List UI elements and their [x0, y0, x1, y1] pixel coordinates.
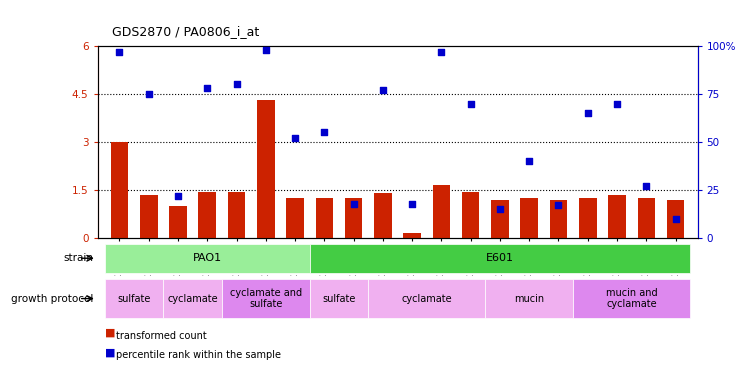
Point [524, 158, 536, 164]
Bar [140, 195, 158, 238]
Point [465, 101, 477, 107]
Text: mucin and
cyclamate: mucin and cyclamate [606, 288, 658, 310]
Bar [579, 198, 596, 238]
Bar [433, 185, 450, 238]
Bar [170, 206, 187, 238]
Bar [105, 243, 310, 273]
Text: growth protocol: growth protocol [11, 293, 94, 304]
Point [172, 193, 184, 199]
Text: ■: ■ [105, 328, 119, 338]
Bar [222, 279, 310, 318]
Bar [404, 233, 421, 238]
Text: cyclamate and
sulfate: cyclamate and sulfate [230, 288, 302, 310]
Bar [228, 192, 245, 238]
Bar [667, 200, 684, 238]
Point [494, 206, 506, 212]
Point [376, 87, 388, 93]
Bar [345, 198, 362, 238]
Bar [485, 279, 573, 318]
Text: sulfate: sulfate [118, 293, 151, 304]
Text: mucin: mucin [514, 293, 544, 304]
Point [670, 216, 682, 222]
Bar [199, 192, 216, 238]
Text: transformed count: transformed count [116, 331, 207, 341]
Text: strain: strain [64, 253, 94, 263]
Point [318, 129, 330, 136]
Bar [368, 279, 485, 318]
Text: cyclamate: cyclamate [167, 293, 218, 304]
Point [553, 202, 565, 209]
Point [113, 49, 125, 55]
Bar [520, 198, 538, 238]
Point [289, 135, 301, 141]
Text: PAO1: PAO1 [193, 253, 222, 263]
Bar [105, 279, 164, 318]
Point [230, 81, 242, 88]
Bar [310, 279, 368, 318]
Text: sulfate: sulfate [322, 293, 356, 304]
Text: GDS2870 / PA0806_i_at: GDS2870 / PA0806_i_at [112, 25, 260, 38]
Text: percentile rank within the sample: percentile rank within the sample [116, 350, 281, 360]
Bar [316, 198, 333, 238]
Text: E601: E601 [486, 253, 514, 263]
Bar [638, 198, 655, 238]
Point [201, 85, 213, 91]
Bar [310, 243, 690, 273]
Text: cyclamate: cyclamate [401, 293, 452, 304]
Point [436, 49, 448, 55]
Point [582, 110, 594, 116]
Bar [164, 279, 222, 318]
Bar [374, 193, 392, 238]
Point [640, 183, 652, 189]
Text: ■: ■ [105, 347, 119, 357]
Point [142, 91, 154, 97]
Bar [286, 198, 304, 238]
Point [611, 101, 623, 107]
Bar [608, 195, 625, 238]
Point [347, 200, 359, 207]
Point [406, 200, 418, 207]
Bar [573, 279, 690, 318]
Bar [462, 192, 479, 238]
Bar [550, 200, 567, 238]
Bar [257, 101, 274, 238]
Bar [111, 142, 128, 238]
Bar [491, 200, 508, 238]
Point [260, 47, 272, 53]
